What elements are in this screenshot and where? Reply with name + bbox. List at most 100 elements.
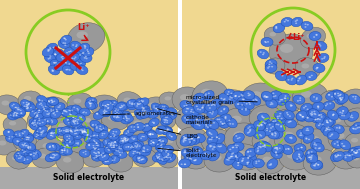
Ellipse shape: [33, 124, 35, 126]
Ellipse shape: [134, 101, 144, 110]
Ellipse shape: [272, 93, 274, 94]
Ellipse shape: [84, 134, 95, 143]
Ellipse shape: [64, 146, 66, 147]
Ellipse shape: [81, 131, 83, 132]
Ellipse shape: [247, 127, 249, 129]
Ellipse shape: [72, 131, 82, 139]
Ellipse shape: [111, 142, 113, 143]
Ellipse shape: [49, 146, 51, 148]
Ellipse shape: [61, 142, 72, 150]
Ellipse shape: [247, 163, 249, 165]
Ellipse shape: [260, 135, 262, 137]
Ellipse shape: [202, 105, 204, 107]
Ellipse shape: [269, 89, 301, 115]
Ellipse shape: [158, 140, 160, 141]
Ellipse shape: [22, 145, 24, 146]
Ellipse shape: [198, 136, 200, 138]
Ellipse shape: [176, 127, 208, 153]
Ellipse shape: [54, 54, 56, 55]
Ellipse shape: [107, 104, 109, 105]
Ellipse shape: [162, 150, 172, 159]
Ellipse shape: [273, 109, 307, 135]
Ellipse shape: [61, 150, 63, 151]
Ellipse shape: [306, 112, 317, 119]
Ellipse shape: [305, 26, 307, 28]
Ellipse shape: [209, 145, 211, 146]
Ellipse shape: [257, 151, 259, 152]
Ellipse shape: [260, 143, 262, 145]
Ellipse shape: [138, 105, 148, 114]
Ellipse shape: [58, 39, 70, 49]
Ellipse shape: [79, 149, 90, 157]
Ellipse shape: [263, 125, 274, 136]
Ellipse shape: [287, 79, 289, 81]
Ellipse shape: [134, 121, 141, 125]
Ellipse shape: [140, 159, 142, 161]
Ellipse shape: [311, 75, 313, 76]
Ellipse shape: [289, 115, 291, 117]
Circle shape: [251, 8, 335, 92]
Ellipse shape: [27, 104, 28, 106]
Ellipse shape: [223, 109, 225, 110]
Ellipse shape: [50, 110, 61, 118]
Ellipse shape: [169, 157, 171, 158]
Ellipse shape: [38, 120, 40, 121]
Ellipse shape: [228, 144, 262, 170]
Ellipse shape: [112, 143, 114, 144]
Ellipse shape: [144, 130, 155, 138]
Ellipse shape: [255, 162, 257, 164]
Ellipse shape: [69, 142, 71, 143]
Ellipse shape: [6, 151, 30, 169]
Ellipse shape: [26, 137, 28, 138]
Ellipse shape: [40, 134, 42, 135]
Ellipse shape: [311, 113, 314, 115]
Ellipse shape: [166, 111, 177, 120]
Ellipse shape: [93, 150, 103, 159]
Ellipse shape: [84, 118, 91, 122]
Ellipse shape: [170, 112, 172, 113]
Ellipse shape: [47, 49, 49, 51]
Ellipse shape: [186, 119, 188, 121]
Ellipse shape: [104, 161, 106, 162]
Ellipse shape: [19, 135, 21, 136]
Ellipse shape: [18, 129, 29, 138]
Ellipse shape: [26, 145, 28, 146]
Ellipse shape: [180, 101, 192, 110]
Ellipse shape: [297, 129, 308, 139]
Ellipse shape: [149, 133, 152, 134]
Ellipse shape: [259, 134, 261, 136]
Ellipse shape: [229, 98, 231, 100]
Ellipse shape: [158, 154, 160, 155]
Ellipse shape: [109, 145, 112, 146]
Ellipse shape: [213, 122, 215, 124]
Ellipse shape: [129, 101, 131, 103]
Text: Li⁺: Li⁺: [78, 23, 90, 32]
Ellipse shape: [64, 150, 66, 151]
Ellipse shape: [282, 75, 284, 77]
Ellipse shape: [100, 154, 102, 155]
Ellipse shape: [207, 112, 217, 119]
Ellipse shape: [88, 144, 90, 145]
Ellipse shape: [103, 128, 104, 129]
Ellipse shape: [199, 97, 201, 98]
Ellipse shape: [125, 138, 126, 139]
Ellipse shape: [76, 50, 88, 59]
Ellipse shape: [33, 152, 35, 154]
Ellipse shape: [73, 121, 75, 123]
Ellipse shape: [273, 145, 284, 154]
Ellipse shape: [63, 157, 71, 163]
Ellipse shape: [86, 49, 89, 51]
Ellipse shape: [319, 147, 321, 149]
Ellipse shape: [323, 118, 334, 127]
Ellipse shape: [15, 114, 18, 116]
Ellipse shape: [287, 153, 297, 159]
Ellipse shape: [112, 133, 114, 134]
Ellipse shape: [186, 108, 188, 109]
Ellipse shape: [87, 51, 89, 52]
Ellipse shape: [126, 140, 128, 141]
Ellipse shape: [113, 145, 114, 146]
Ellipse shape: [84, 131, 86, 133]
Ellipse shape: [315, 163, 317, 164]
Ellipse shape: [224, 155, 235, 165]
Ellipse shape: [308, 151, 310, 153]
